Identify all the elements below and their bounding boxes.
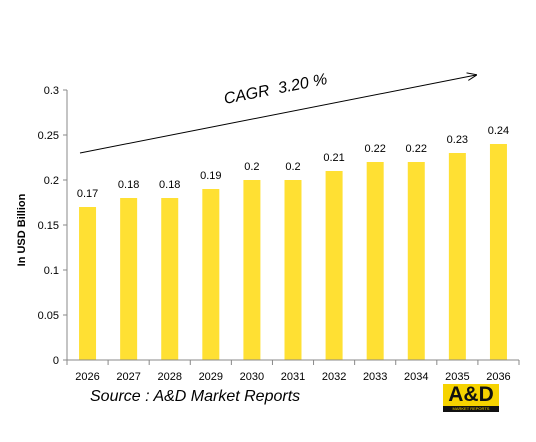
- bar-2031: [284, 180, 302, 360]
- source-caption: Source : A&D Market Reports: [90, 388, 301, 405]
- y-tick-label: 0.1: [44, 265, 59, 277]
- bar-2030: [243, 180, 261, 360]
- data-labels: 0.17 0.18 0.18 0.19 0.2 0.2 0.21 0.22 0.22 0.23 0.…: [77, 125, 509, 200]
- y-tick-label: 0.25: [38, 130, 59, 142]
- bar-2036: [489, 144, 507, 360]
- logo-text: A&D: [443, 384, 499, 406]
- y-tick-label: 0.2: [44, 175, 59, 187]
- x-tick-label-2031: 2031: [281, 371, 305, 383]
- x-tick-label-2028: 2028: [157, 371, 181, 383]
- bar-2026: [79, 207, 97, 360]
- x-tick-label-2033: 2033: [363, 371, 387, 383]
- x-tick-label-2036: 2036: [486, 371, 510, 383]
- data-label-2027: 0.18: [118, 179, 139, 191]
- cagr-annotation: CAGR 3.20 %: [222, 71, 328, 108]
- brand-logo: A&D MARKET REPORTS: [443, 384, 499, 412]
- bar-2027: [120, 198, 138, 360]
- bar-2028: [161, 198, 179, 360]
- data-label-2036: 0.24: [488, 125, 509, 137]
- data-label-2029: 0.19: [200, 170, 221, 182]
- x-tick-label-2032: 2032: [322, 371, 346, 383]
- x-tick-label-2029: 2029: [199, 371, 223, 383]
- bar-2029: [202, 189, 220, 360]
- x-tick-label-2026: 2026: [75, 371, 99, 383]
- data-label-2033: 0.22: [364, 143, 385, 155]
- cagr-arrow: [79, 75, 476, 154]
- y-tick-label: 0.15: [38, 220, 59, 232]
- x-axis: 2026 2027 2028 2029 2030 2031 2032 2033 2034 2035…: [66, 359, 520, 383]
- y-tick-label: 0.05: [38, 310, 59, 322]
- y-axis-label: In USD Billion: [16, 193, 28, 266]
- data-label-2028: 0.18: [159, 179, 180, 191]
- data-label-2031: 0.2: [285, 161, 300, 173]
- bar-2034: [407, 162, 425, 360]
- data-label-2030: 0.2: [244, 161, 259, 173]
- data-label-2026: 0.17: [77, 188, 98, 200]
- bar-2032: [325, 171, 343, 360]
- y-tick-label: 0.3: [44, 85, 59, 97]
- data-label-2034: 0.22: [406, 143, 427, 155]
- bar-2035: [448, 153, 466, 360]
- x-tick-label-2027: 2027: [116, 371, 140, 383]
- bar-2033: [366, 162, 384, 360]
- bars: [79, 144, 507, 360]
- y-tick-label: 0: [53, 355, 59, 367]
- x-tick-label-2034: 2034: [404, 371, 428, 383]
- data-label-2032: 0.21: [323, 152, 344, 164]
- logo-subtext: MARKET REPORTS: [443, 406, 499, 412]
- data-label-2035: 0.23: [447, 134, 468, 146]
- x-tick-label-2035: 2035: [445, 371, 469, 383]
- x-tick-label-2030: 2030: [240, 371, 264, 383]
- y-axis: 0 0.05 0.1 0.15 0.2 0.25 0.3: [38, 85, 68, 367]
